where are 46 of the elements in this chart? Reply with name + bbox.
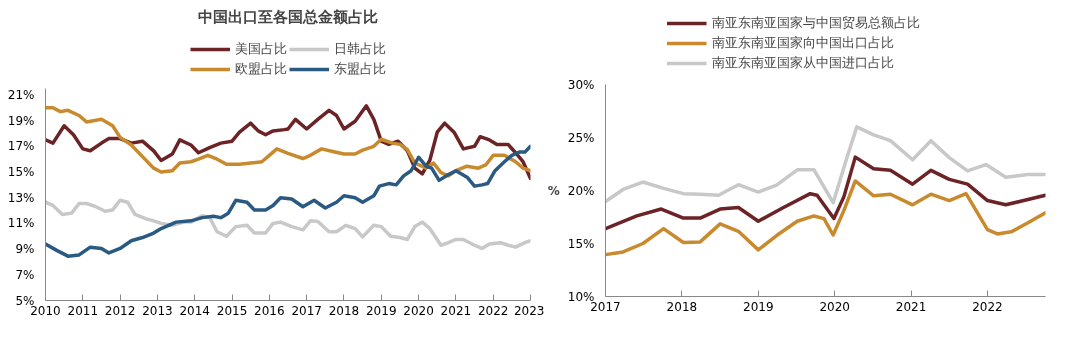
y-tick-label: 11%: [7, 216, 35, 231]
x-tick-label: 2018: [328, 303, 360, 318]
x-tick-label: 2021: [895, 299, 927, 314]
x-tick-label: 2022: [477, 303, 509, 318]
line-series: [605, 125, 1046, 205]
x-tick-label: 2012: [104, 303, 136, 318]
legend-label: 欧盟占比: [234, 60, 287, 78]
x-tick-label: 2015: [216, 303, 248, 318]
y-tick-label: 15%: [7, 165, 35, 180]
legend-label: 美国占比: [234, 40, 287, 58]
chart-title: 中国出口至各国总金额占比: [198, 7, 378, 26]
line-series: [605, 155, 1046, 231]
line-series: [45, 198, 531, 251]
x-tick-label: 2011: [67, 303, 99, 318]
y-tick-label: 30%: [567, 77, 595, 92]
y-tick-label: 19%: [7, 113, 35, 128]
x-tick-label: 2022: [972, 299, 1003, 314]
legend-label: 南亚东南亚国家向中国出口占比: [711, 34, 894, 52]
x-tick-label: 2020: [819, 299, 850, 314]
y-tick-label: 7%: [15, 267, 35, 282]
legend-label: 南亚东南亚国家与中国贸易总额占比: [711, 14, 920, 32]
y-tick-label: 9%: [15, 242, 35, 257]
y-tick-label: 21%: [7, 87, 35, 102]
y-tick-label: 17%: [7, 139, 35, 154]
x-tick-label: 2019: [366, 303, 397, 318]
y-tick-label: 20%: [567, 183, 595, 198]
x-tick-label: 2023: [513, 303, 545, 318]
x-tick-label: 2019: [743, 299, 774, 314]
x-tick-label: 2014: [179, 303, 211, 318]
y-tick-label: 15%: [567, 236, 595, 251]
x-tick-label: 2013: [142, 303, 173, 318]
legend-label: 东盟占比: [333, 60, 386, 78]
x-tick-label: 2016: [254, 303, 285, 318]
x-tick-label: 2010: [30, 303, 61, 318]
y-tick-label: 13%: [7, 190, 35, 205]
x-tick-label: 2017: [291, 303, 322, 318]
x-tick-label: 2020: [403, 303, 434, 318]
x-tick-label: 2021: [440, 303, 472, 318]
x-tick-label: 2017: [590, 299, 621, 314]
legend-label: 南亚东南亚国家从中国进口占比: [711, 54, 894, 72]
y-axis-title: %: [547, 183, 560, 198]
line-series: [45, 144, 531, 258]
legend-label: 日韩占比: [333, 40, 386, 58]
line-series: [605, 179, 1046, 257]
y-tick-label: 25%: [567, 130, 595, 145]
x-tick-label: 2018: [666, 299, 698, 314]
